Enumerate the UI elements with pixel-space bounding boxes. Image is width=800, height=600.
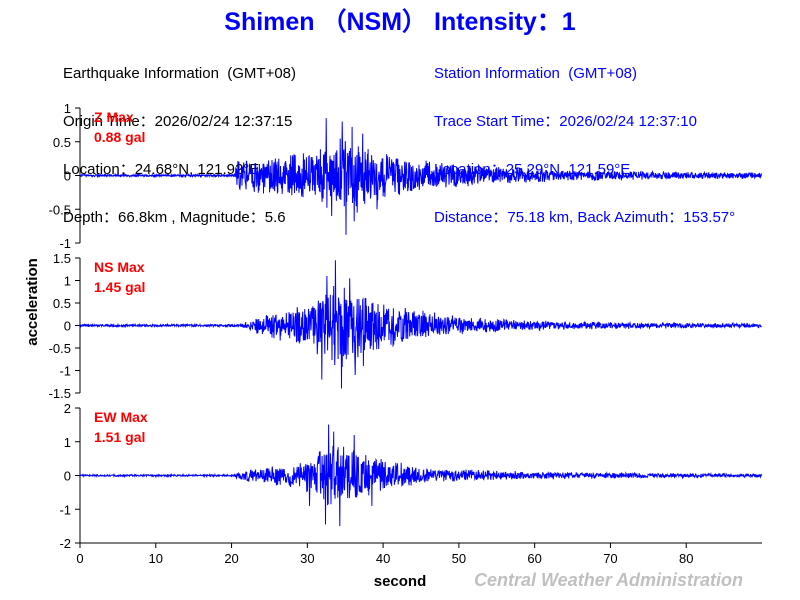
x-tick-label: 10: [149, 551, 163, 566]
x-tick-label: 80: [679, 551, 693, 566]
panel-ns: -1.5 -1 -0.5 0 0.5 1 1.5 NS Max 1.45 gal: [49, 251, 762, 401]
station-distance: Distance：75.18 km, Back Azimuth：153.57°: [434, 209, 736, 226]
waveform-z: [79, 118, 763, 235]
max-value-ew: 1.51 gal: [94, 429, 145, 445]
earthquake-info: Earthquake Information (GMT+08) Origin T…: [63, 34, 296, 242]
x-tick-label: 50: [452, 551, 466, 566]
max-label-ew: EW Max: [94, 409, 148, 425]
y-tick-label: 0.5: [53, 135, 71, 150]
depth-magnitude: Depth：66.8km , Magnitude：5.6: [63, 209, 286, 226]
x-tick-label: 30: [300, 551, 314, 566]
trace-start-time: Trace Start Time：2026/02/24 12:37:10: [434, 113, 697, 130]
max-label-z: Z Max: [94, 109, 134, 125]
x-axis-label: second: [374, 573, 427, 590]
x-tick-label: 20: [224, 551, 238, 566]
y-tick-label: 0: [64, 469, 71, 484]
chart-panels: -1 -0.5 0 0.5 1 Z Max 0.88 gal -1.5 -1 -0.5 0 0.5 1 1…: [49, 101, 763, 551]
max-value-z: 0.88 gal: [94, 129, 145, 145]
panel-ew: -2 -1 0 1 2 EW Max 1.51 gal: [59, 401, 763, 551]
y-tick-label: 1: [64, 274, 71, 289]
y-tick-label: -0.5: [49, 341, 71, 356]
y-tick-label: 0.5: [53, 296, 71, 311]
page-title: Shimen （NSM） Intensity：1: [224, 8, 576, 36]
max-label-ns: NS Max: [94, 259, 145, 275]
y-tick-label: 0: [64, 169, 71, 184]
y-tick-label: -2: [59, 536, 71, 551]
y-tick-label: 1.5: [53, 251, 71, 266]
x-tick-label: 60: [527, 551, 541, 566]
credit-text: Central Weather Administration: [474, 570, 744, 590]
origin-time: Origin Time：2026/02/24 12:37:15: [63, 113, 293, 130]
x-tick-label: 40: [376, 551, 390, 566]
x-tick-label: 0: [76, 551, 83, 566]
x-tick-label: 70: [603, 551, 617, 566]
waveform-ew: [79, 424, 763, 527]
y-tick-label: -1: [59, 364, 71, 379]
y-tick-label: -1: [59, 502, 71, 517]
y-tick-label: -0.5: [49, 202, 71, 217]
x-axis: 0 10 20 30 40 50 60 70 80: [76, 542, 762, 566]
y-tick-label: 0: [64, 319, 71, 334]
y-tick-label: 1: [64, 435, 71, 450]
earthquake-info-heading: Earthquake Information (GMT+08): [63, 65, 297, 82]
waveform-ns: [79, 260, 762, 389]
y-tick-label: 2: [64, 401, 71, 416]
panel-z: -1 -0.5 0 0.5 1 Z Max 0.88 gal: [49, 101, 763, 251]
y-tick-label: -1.5: [49, 386, 71, 401]
max-value-ns: 1.45 gal: [94, 279, 145, 295]
y-tick-label: 1: [64, 101, 71, 116]
station-info-heading: Station Information (GMT+08): [434, 65, 637, 82]
y-axis-label: acceleration: [24, 258, 41, 346]
y-tick-label: -1: [59, 236, 71, 251]
